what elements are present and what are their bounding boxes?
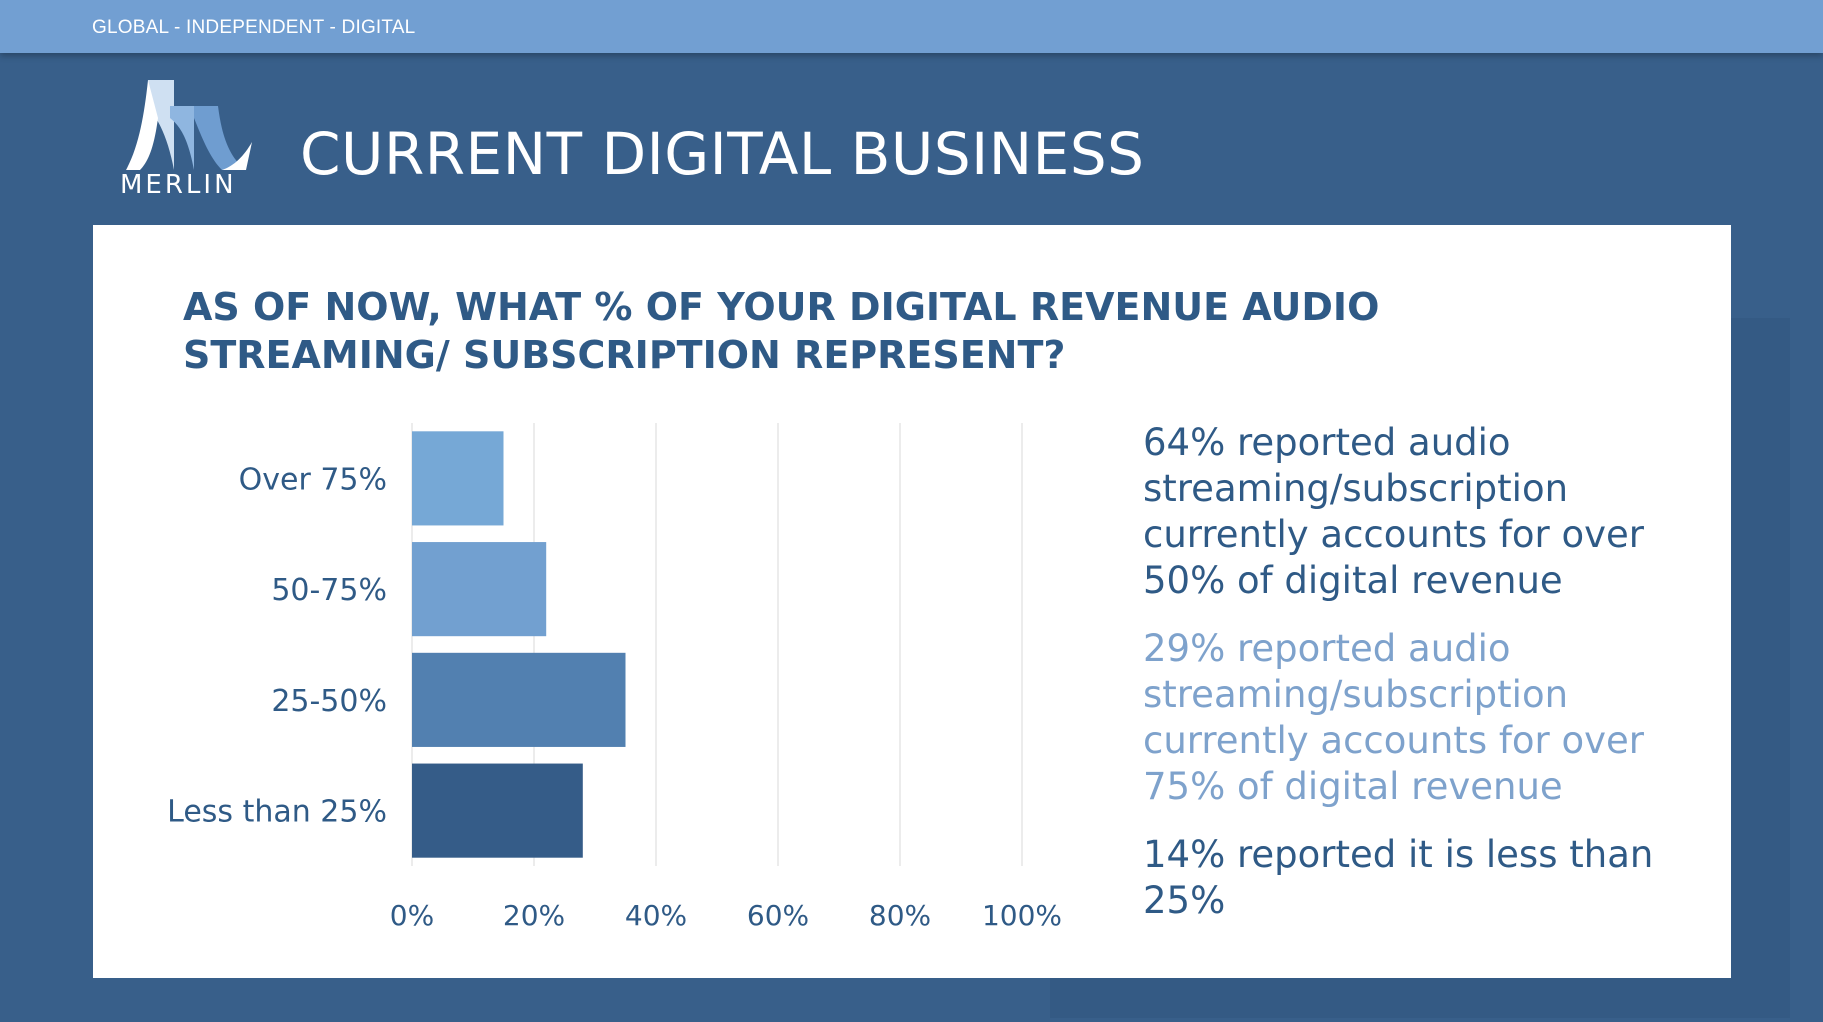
tagline: GLOBAL - INDEPENDENT - DIGITAL <box>92 17 416 38</box>
content-card: AS OF NOW, WHAT % OF YOUR DIGITAL REVENU… <box>93 225 1731 978</box>
category-label: 25-50% <box>271 684 387 719</box>
category-label: Over 75% <box>239 462 387 497</box>
x-tick-label: 0% <box>390 899 434 932</box>
x-tick-label: 20% <box>503 899 565 932</box>
notes-panel: 64% reported audio streaming/subscriptio… <box>1143 420 1703 946</box>
x-tick-label: 60% <box>747 899 809 932</box>
bar-50-75- <box>412 542 547 637</box>
bar-over-75- <box>412 431 504 526</box>
top-bar: GLOBAL - INDEPENDENT - DIGITAL <box>0 0 1823 53</box>
x-tick-label: 100% <box>982 899 1062 932</box>
category-label: 50-75% <box>271 573 387 608</box>
merlin-logo <box>126 80 252 170</box>
note-3: 14% reported it is less than 25% <box>1143 833 1654 922</box>
bar-chart: Over 75% 50-75% 25-50% Less than 25% 0% 20% 40… <box>167 423 1062 932</box>
logo-text: MERLIN <box>120 170 237 200</box>
page-title: CURRENT DIGITAL BUSINESS <box>300 120 1145 188</box>
bar-25-50- <box>412 652 626 747</box>
x-tick-label: 40% <box>625 899 687 932</box>
x-tick-label: 80% <box>869 899 931 932</box>
chart-title: AS OF NOW, WHAT % OF YOUR DIGITAL REVENU… <box>183 285 1380 377</box>
note-2: 29% reported audio streaming/subscriptio… <box>1143 627 1644 808</box>
category-label: Less than 25% <box>167 795 387 830</box>
note-1: 64% reported audio streaming/subscriptio… <box>1143 421 1644 602</box>
bar-less-than-25- <box>412 763 583 858</box>
